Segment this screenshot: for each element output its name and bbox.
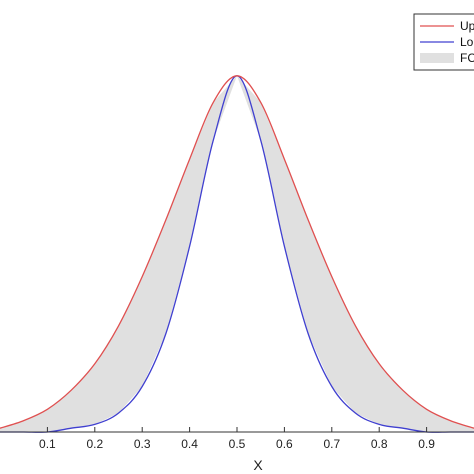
x-tick-label: 0.7 (323, 437, 340, 451)
legend: Up Lo FC (413, 13, 474, 71)
x-tick-label: 0.8 (371, 437, 388, 451)
legend-label-up: Up (460, 19, 474, 33)
legend-label-fc: FC (460, 51, 474, 65)
x-axis-label: X (253, 457, 263, 473)
fc-band-area (0, 75, 474, 433)
x-tick-label: 0.2 (86, 437, 103, 451)
series-line-lo (0, 75, 474, 433)
legend-label-lo: Lo (460, 35, 474, 49)
x-tick-label: 0.5 (229, 437, 246, 451)
axes: 0.1 0.2 0.3 0.4 0.5 0.6 0.7 0.8 0.9 (0, 427, 474, 451)
x-tick-label: 0.3 (134, 437, 151, 451)
chart-marks (0, 75, 474, 433)
legend-swatch-fc (420, 53, 454, 63)
series-line-up (0, 75, 474, 429)
x-tick-label: 0.1 (39, 437, 56, 451)
x-tick-label: 0.6 (276, 437, 293, 451)
x-tick-label: 0.9 (418, 437, 435, 451)
x-tick-label: 0.4 (181, 437, 198, 451)
